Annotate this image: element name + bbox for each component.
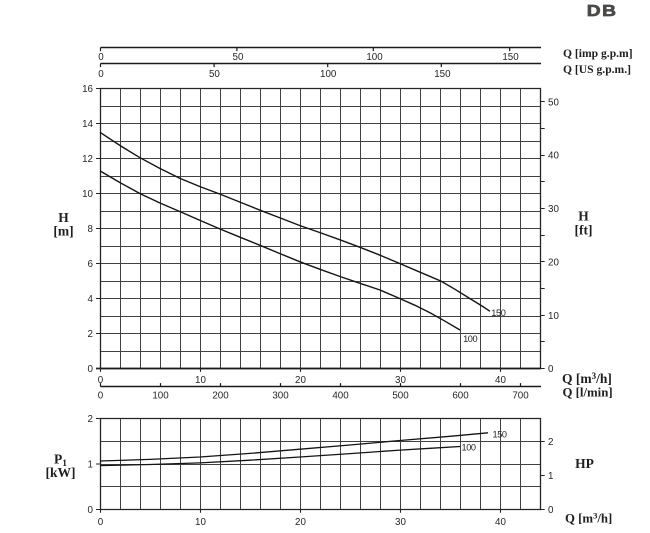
svg-text:40: 40: [495, 375, 506, 386]
svg-text:H: H: [578, 209, 589, 224]
svg-text:2: 2: [548, 437, 553, 448]
svg-text:16: 16: [82, 84, 93, 95]
svg-text:30: 30: [548, 204, 559, 215]
svg-text:10: 10: [82, 189, 93, 200]
svg-text:2: 2: [88, 414, 93, 425]
svg-text:100: 100: [152, 391, 169, 402]
svg-text:100: 100: [320, 69, 337, 80]
svg-text:0: 0: [98, 375, 104, 386]
svg-text:Q [l/min]: Q [l/min]: [563, 385, 613, 399]
svg-text:150: 150: [491, 308, 505, 318]
svg-text:2: 2: [88, 329, 93, 340]
svg-text:0: 0: [98, 391, 104, 402]
svg-text:0: 0: [98, 69, 104, 80]
svg-text:300: 300: [272, 391, 289, 402]
svg-text:20: 20: [295, 375, 306, 386]
svg-text:Q [US g.p.m.]: Q [US g.p.m.]: [563, 63, 631, 76]
svg-text:40: 40: [495, 517, 506, 528]
svg-text:700: 700: [512, 391, 529, 402]
svg-text:150: 150: [502, 52, 519, 63]
svg-text:0: 0: [548, 364, 554, 375]
svg-text:50: 50: [209, 69, 220, 80]
svg-text:0: 0: [98, 52, 104, 63]
svg-text:40: 40: [548, 151, 559, 162]
svg-text:50: 50: [548, 97, 559, 108]
svg-text:0: 0: [88, 505, 94, 516]
svg-text:Q [imp g.p.m]: Q [imp g.p.m]: [563, 47, 633, 60]
svg-text:150: 150: [493, 429, 507, 439]
svg-text:H: H: [58, 210, 69, 225]
svg-text:8: 8: [88, 224, 94, 235]
svg-text:400: 400: [332, 391, 349, 402]
svg-text:30: 30: [395, 517, 406, 528]
svg-text:600: 600: [452, 391, 469, 402]
svg-text:20: 20: [548, 257, 559, 268]
svg-text:30: 30: [395, 375, 406, 386]
svg-text:50: 50: [233, 52, 244, 63]
svg-text:HP: HP: [575, 456, 594, 471]
svg-text:10: 10: [548, 311, 559, 322]
svg-text:100: 100: [366, 52, 383, 63]
svg-text:150: 150: [434, 69, 451, 80]
svg-text:14: 14: [82, 119, 93, 130]
svg-text:1: 1: [88, 460, 93, 471]
svg-text:10: 10: [195, 517, 206, 528]
svg-text:6: 6: [88, 259, 94, 270]
svg-text:20: 20: [295, 517, 306, 528]
svg-text:12: 12: [82, 154, 93, 165]
svg-text:[kW]: [kW]: [46, 465, 76, 480]
svg-text:Q [m3/h]: Q [m3/h]: [565, 510, 612, 525]
svg-text:4: 4: [88, 294, 94, 305]
svg-text:10: 10: [195, 375, 206, 386]
svg-text:[m]: [m]: [53, 223, 73, 238]
svg-text:DB: DB: [587, 2, 618, 20]
svg-text:Q [m3/h]: Q [m3/h]: [562, 371, 612, 386]
svg-text:0: 0: [88, 364, 94, 375]
svg-text:0: 0: [98, 517, 104, 528]
svg-text:200: 200: [212, 391, 229, 402]
svg-text:500: 500: [392, 391, 409, 402]
svg-text:100: 100: [463, 334, 477, 344]
svg-text:[ft]: [ft]: [575, 223, 593, 238]
svg-text:1: 1: [548, 471, 553, 482]
svg-text:0: 0: [548, 505, 554, 516]
svg-text:100: 100: [462, 443, 476, 453]
